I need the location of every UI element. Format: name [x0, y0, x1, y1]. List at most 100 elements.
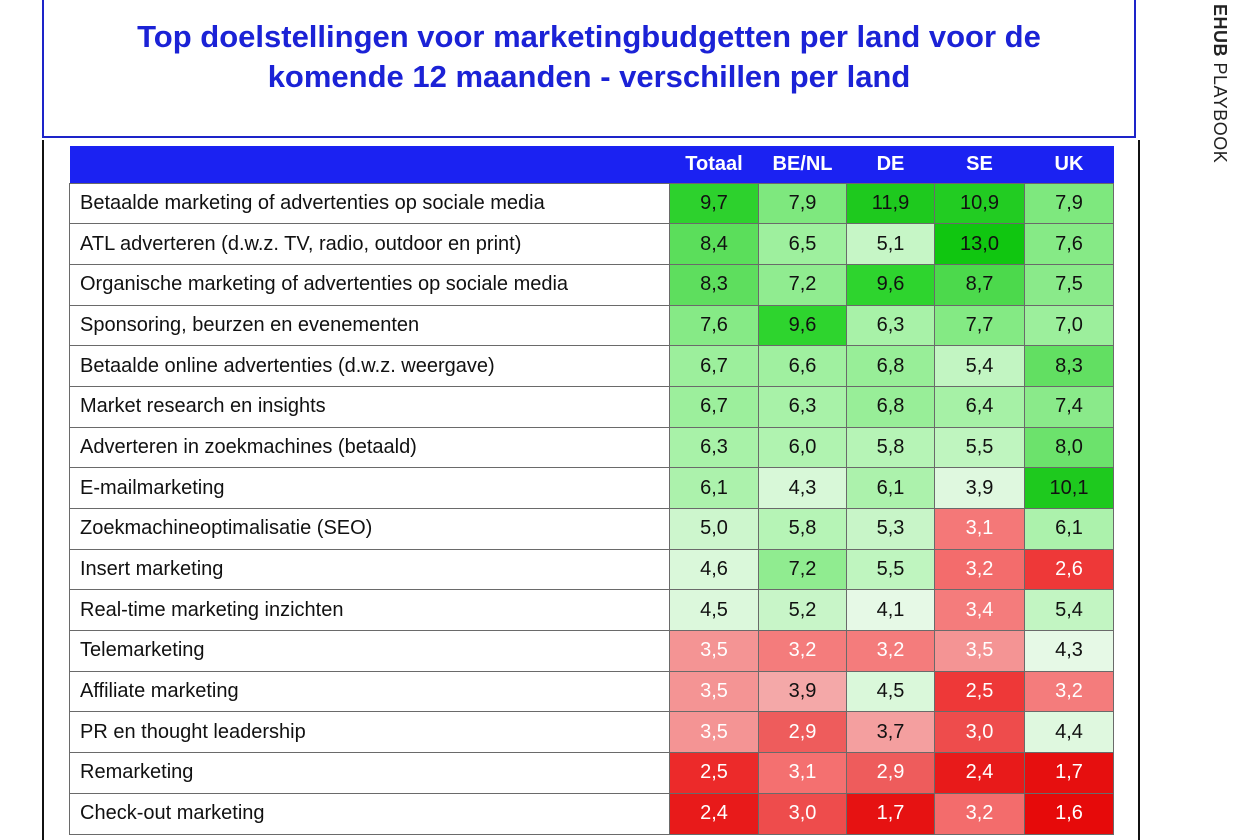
- value-cell-totaal: 5,0: [669, 508, 759, 550]
- value-cell-be-nl: 5,2: [758, 589, 847, 632]
- value-cell-be-nl: 3,9: [758, 670, 847, 713]
- value-cell-de: 9,6: [846, 263, 935, 306]
- row-label: Sponsoring, beurzen en evenementen: [69, 304, 670, 347]
- value-cell-de: 6,8: [846, 345, 935, 387]
- value-cell-be-nl: 7,2: [758, 548, 847, 591]
- value-cell-uk: 1,7: [1024, 752, 1114, 794]
- table-row: Zoekmachineoptimalisatie (SEO) 5,0 5,8 5,3 3…: [69, 508, 1114, 550]
- value-cell-totaal: 3,5: [669, 670, 759, 713]
- value-cell-totaal: 6,7: [669, 385, 759, 428]
- value-cell-uk: 10,1: [1024, 467, 1114, 509]
- value-cell-uk: 5,4: [1024, 589, 1114, 632]
- value-cell-totaal: 2,5: [669, 752, 759, 794]
- chart-title: Top doelstellingen voor marketingbudgett…: [137, 19, 1041, 94]
- value-cell-be-nl: 6,0: [758, 426, 847, 469]
- header-de: DE: [846, 146, 935, 183]
- row-label: Market research en insights: [69, 385, 670, 428]
- row-label: Remarketing: [69, 752, 670, 794]
- value-cell-uk: 7,9: [1024, 182, 1114, 225]
- value-cell-uk: 7,0: [1024, 304, 1114, 347]
- value-cell-totaal: 7,6: [669, 304, 759, 347]
- row-label: PR en thought leadership: [69, 711, 670, 754]
- table-row: Telemarketing 3,5 3,2 3,2 3,5 4,3: [69, 630, 1114, 672]
- table-row: E-mailmarketing 6,1 4,3 6,1 3,9 10,1: [69, 467, 1114, 509]
- value-cell-uk: 7,5: [1024, 263, 1114, 306]
- header-row: Totaal BE/NL DE SE UK: [69, 146, 1114, 183]
- value-cell-totaal: 3,5: [669, 711, 759, 754]
- table-body: Betaalde marketing of advertenties op so…: [69, 182, 1114, 835]
- value-cell-totaal: 4,5: [669, 589, 759, 632]
- value-cell-se: 3,2: [934, 548, 1025, 591]
- value-cell-be-nl: 5,8: [758, 508, 847, 550]
- value-cell-totaal: 6,3: [669, 426, 759, 469]
- value-cell-be-nl: 3,0: [758, 792, 847, 835]
- row-label: Zoekmachineoptimalisatie (SEO): [69, 508, 670, 550]
- value-cell-uk: 6,1: [1024, 508, 1114, 550]
- value-cell-se: 3,0: [934, 711, 1025, 754]
- value-cell-be-nl: 2,9: [758, 711, 847, 754]
- value-cell-uk: 8,0: [1024, 426, 1114, 469]
- value-cell-uk: 1,6: [1024, 792, 1114, 835]
- value-cell-be-nl: 7,9: [758, 182, 847, 225]
- row-label: Telemarketing: [69, 630, 670, 672]
- title-box: Top doelstellingen voor marketingbudgett…: [42, 0, 1136, 138]
- value-cell-de: 5,1: [846, 223, 935, 265]
- value-cell-be-nl: 3,1: [758, 752, 847, 794]
- value-cell-se: 2,5: [934, 670, 1025, 713]
- value-cell-uk: 4,3: [1024, 630, 1114, 672]
- table-row: Market research en insights 6,7 6,3 6,8 6,4 7…: [69, 385, 1114, 428]
- value-cell-de: 4,5: [846, 670, 935, 713]
- table-row: PR en thought leadership 3,5 2,9 3,7 3,0 4,4: [69, 711, 1114, 754]
- side-label-bold: EHUB: [1210, 4, 1230, 58]
- row-label: Check-out marketing: [69, 792, 670, 835]
- value-cell-se: 3,5: [934, 630, 1025, 672]
- row-label: Insert marketing: [69, 548, 670, 591]
- table-row: Remarketing 2,5 3,1 2,9 2,4 1,7: [69, 752, 1114, 794]
- side-label-rest: PLAYBOOK: [1210, 57, 1230, 164]
- value-cell-totaal: 3,5: [669, 630, 759, 672]
- value-cell-totaal: 4,6: [669, 548, 759, 591]
- value-cell-de: 6,8: [846, 385, 935, 428]
- value-cell-se: 8,7: [934, 263, 1025, 306]
- header-label-cell: [69, 146, 670, 183]
- value-cell-de: 2,9: [846, 752, 935, 794]
- value-cell-be-nl: 3,2: [758, 630, 847, 672]
- header-uk: UK: [1024, 146, 1114, 183]
- row-label: E-mailmarketing: [69, 467, 670, 509]
- header-be-nl: BE/NL: [758, 146, 847, 183]
- value-cell-uk: 7,6: [1024, 223, 1114, 265]
- value-cell-se: 5,5: [934, 426, 1025, 469]
- value-cell-de: 5,3: [846, 508, 935, 550]
- value-cell-uk: 2,6: [1024, 548, 1114, 591]
- table-row: Betaalde online advertenties (d.w.z. wee…: [69, 345, 1114, 387]
- value-cell-uk: 4,4: [1024, 711, 1114, 754]
- value-cell-be-nl: 6,3: [758, 385, 847, 428]
- row-label: Adverteren in zoekmachines (betaald): [69, 426, 670, 469]
- side-label: EHUB PLAYBOOK: [1206, 4, 1230, 184]
- row-label: Betaalde online advertenties (d.w.z. wee…: [69, 345, 670, 387]
- row-label: Real-time marketing inzichten: [69, 589, 670, 632]
- header-se: SE: [934, 146, 1025, 183]
- table-row: Organische marketing of advertenties op …: [69, 263, 1114, 306]
- value-cell-uk: 7,4: [1024, 385, 1114, 428]
- value-cell-se: 3,4: [934, 589, 1025, 632]
- row-label: Betaalde marketing of advertenties op so…: [69, 182, 670, 225]
- value-cell-be-nl: 6,6: [758, 345, 847, 387]
- table-row: Insert marketing 4,6 7,2 5,5 3,2 2,6: [69, 548, 1114, 591]
- header-totaal: Totaal: [669, 146, 759, 183]
- value-cell-se: 6,4: [934, 385, 1025, 428]
- table-row: Betaalde marketing of advertenties op so…: [69, 182, 1114, 225]
- value-cell-totaal: 6,1: [669, 467, 759, 509]
- budget-table: Totaal BE/NL DE SE UK Betaalde marketing…: [69, 146, 1114, 835]
- row-label: Affiliate marketing: [69, 670, 670, 713]
- table-row: Affiliate marketing 3,5 3,9 4,5 2,5 3,2: [69, 670, 1114, 713]
- row-label: Organische marketing of advertenties op …: [69, 263, 670, 306]
- table-row: ATL adverteren (d.w.z. TV, radio, outdoo…: [69, 223, 1114, 265]
- table-row: Real-time marketing inzichten 4,5 5,2 4,1 3,…: [69, 589, 1114, 632]
- table-row: Check-out marketing 2,4 3,0 1,7 3,2 1,6: [69, 792, 1114, 835]
- value-cell-de: 3,7: [846, 711, 935, 754]
- value-cell-se: 13,0: [934, 223, 1025, 265]
- value-cell-de: 6,3: [846, 304, 935, 347]
- value-cell-se: 7,7: [934, 304, 1025, 347]
- value-cell-se: 3,2: [934, 792, 1025, 835]
